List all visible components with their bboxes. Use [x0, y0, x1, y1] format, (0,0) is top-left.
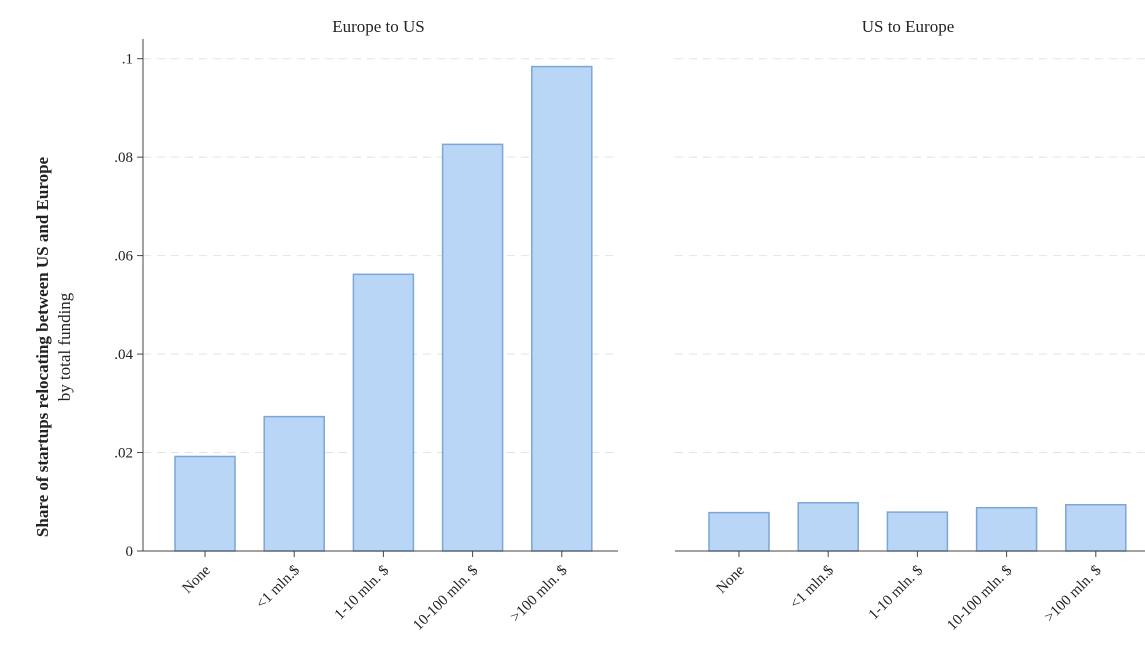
- y-tick-label-2: .04: [114, 347, 133, 363]
- x-tick-label-10-100-mln: 10-100 mln. $: [944, 562, 1015, 633]
- x-tick-label-100-mln: >100 mln. $: [1042, 562, 1105, 625]
- x-tick-label-1-10-mln: 1-10 mln. $: [332, 562, 393, 623]
- bar-1-10-mln: [352, 273, 415, 552]
- x-tick-label-1-mln: <1 mln.$: [253, 562, 303, 612]
- bar-1-10-mln: [886, 511, 949, 552]
- panel-title: US to Europe: [862, 17, 955, 36]
- y-tick-label-4: .08: [114, 150, 133, 166]
- y-axis-label-group: Share of startups relocating between US …: [33, 156, 74, 537]
- y-tick-label-0: 0: [126, 544, 134, 560]
- panel-us-to-europe: None <1 mln.$ 1-10 mln. $ 10-100 mln. $ >100…: [675, 17, 1145, 634]
- y-tick-label-3: .06: [114, 249, 133, 265]
- x-tick-label-none: None: [180, 562, 215, 597]
- bar-none: [174, 455, 236, 552]
- bar-1-mln: [263, 415, 325, 552]
- y-axis-sublabel: by total funding: [55, 292, 74, 401]
- bar-100-mln: [1065, 503, 1127, 552]
- y-tick-label-1: .02: [114, 446, 133, 462]
- x-tick-label-100-mln: >100 mln. $: [508, 562, 571, 625]
- bar-1-mln: [797, 502, 859, 552]
- x-tick-label-10-100-mln: 10-100 mln. $: [410, 562, 481, 633]
- panel-europe-to-us: None <1 mln.$ 1-10 mln. $ 10-100 mln. $ >100…: [114, 17, 618, 634]
- panel-title: Europe to US: [332, 17, 425, 36]
- bar-100-mln: [531, 65, 593, 552]
- x-tick-label-1-mln: <1 mln.$: [787, 562, 837, 612]
- bar-10-100-mln: [975, 506, 1038, 552]
- bar-none: [708, 511, 770, 552]
- bar-10-100-mln: [441, 143, 504, 552]
- x-tick-label-none: None: [714, 562, 749, 597]
- x-tick-label-1-10-mln: 1-10 mln. $: [866, 562, 927, 623]
- y-tick-label-5: .1: [122, 52, 133, 68]
- y-axis-label: Share of startups relocating between US …: [33, 156, 52, 537]
